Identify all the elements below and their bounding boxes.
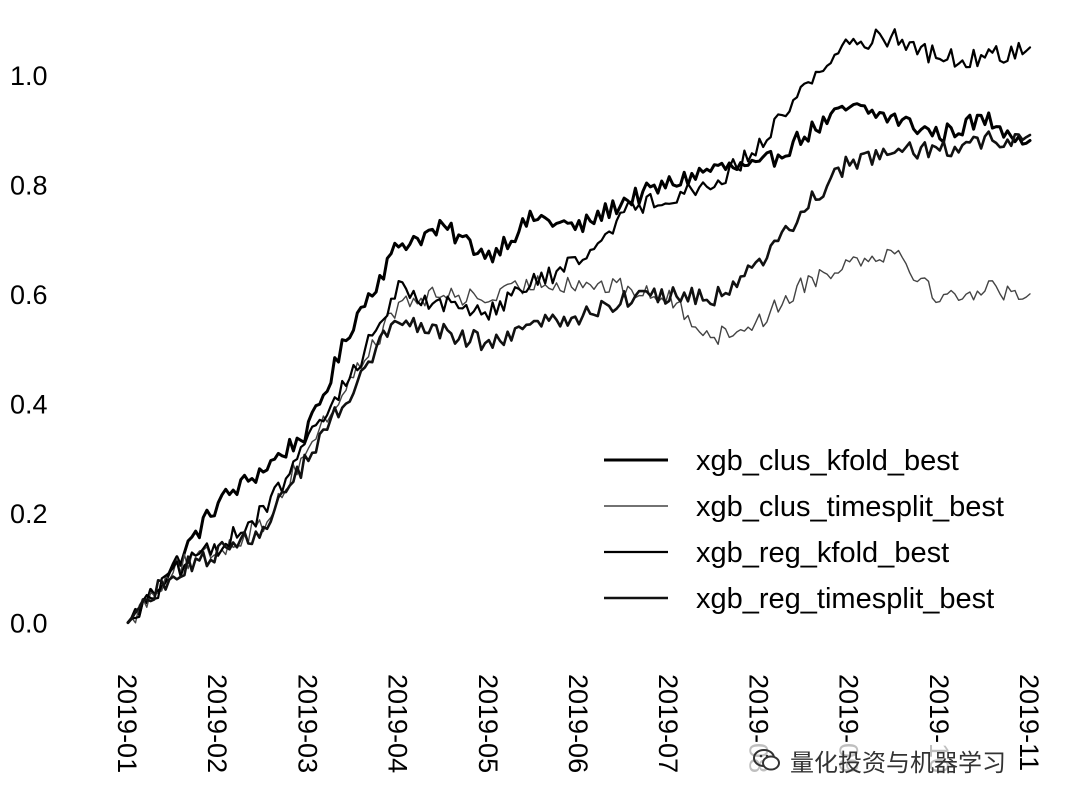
legend-label: xgb_reg_kfold_best bbox=[696, 537, 949, 569]
y-tick-label: 0.0 bbox=[10, 609, 48, 639]
y-tick-label: 0.6 bbox=[10, 280, 48, 310]
wechat-icon bbox=[753, 749, 780, 771]
series-line-xgb-reg-timesplit-best bbox=[126, 130, 1032, 624]
series-line-xgb-clus-timesplit-best bbox=[127, 248, 1031, 624]
y-tick-label: 1.0 bbox=[10, 61, 48, 91]
y-axis-ticks: 0.0 0.2 0.4 0.6 0.8 1.0 bbox=[10, 61, 48, 639]
x-tick-label: 2019-11 bbox=[1014, 674, 1044, 771]
legend-label: xgb_clus_kfold_best bbox=[696, 445, 959, 477]
watermark-text: 量化投资与机器学习 bbox=[790, 748, 1006, 777]
legend-label: xgb_reg_timesplit_best bbox=[696, 583, 994, 615]
watermark: 量化投资与机器学习 bbox=[748, 742, 1010, 778]
series-line-xgb-reg-kfold-best bbox=[126, 28, 1032, 624]
x-tick-label: 2019-06 bbox=[563, 674, 593, 773]
x-tick-label: 2019-05 bbox=[473, 674, 503, 773]
legend: xgb_clus_kfold_best xgb_clus_timesplit_be… bbox=[604, 445, 1004, 615]
y-tick-label: 0.2 bbox=[10, 499, 48, 529]
x-tick-label: 2019-07 bbox=[653, 674, 683, 773]
x-tick-label: 2019-04 bbox=[383, 674, 413, 773]
legend-label: xgb_clus_timesplit_best bbox=[696, 491, 1004, 523]
x-tick-label: 2019-02 bbox=[202, 674, 232, 773]
x-tick-label: 2019-01 bbox=[112, 674, 142, 773]
series-layer bbox=[126, 28, 1032, 625]
series-line-xgb-clus-kfold-best bbox=[126, 102, 1032, 625]
y-tick-label: 0.8 bbox=[10, 170, 48, 200]
x-tick-label: 2019-03 bbox=[292, 674, 322, 773]
y-tick-label: 0.4 bbox=[10, 389, 48, 419]
